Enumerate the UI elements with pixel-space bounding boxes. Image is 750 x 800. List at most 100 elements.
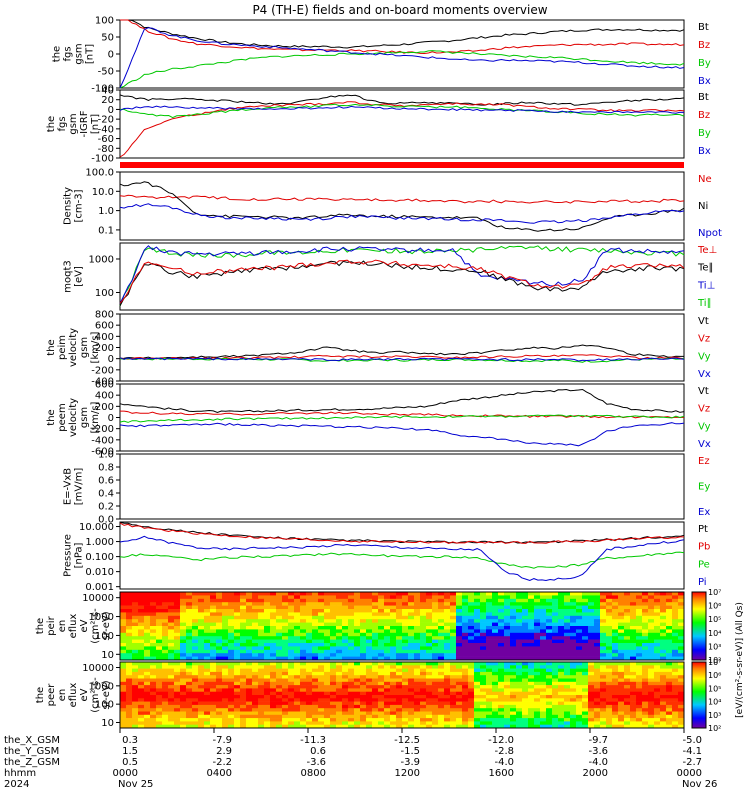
y-tick-label: 1.0 [98,450,114,461]
spectrogram-cell [570,595,577,600]
spectrogram-cell [336,602,343,606]
spectrogram-cell [456,668,463,673]
spectrogram-cell [666,626,673,630]
spectrogram-cell [288,646,295,651]
spectrogram-cell [306,622,313,627]
spectrogram-cell [288,653,295,657]
spectrogram-cell [498,636,505,640]
spectrogram-cell [630,609,637,613]
spectrogram-cell [438,665,445,669]
spectrogram-cell [222,602,229,606]
spectrogram-cell [528,688,535,692]
spectrogram-cell [132,653,139,657]
spectrogram-cell [126,602,133,606]
spectrogram-cell [180,685,187,689]
spectrogram-cell [534,688,541,692]
spectrogram-cell [612,688,619,692]
spectrogram-cell [426,708,433,712]
spectrogram-cell [420,681,427,686]
spectrogram-cell [624,605,631,610]
spectrogram-cell [390,678,397,683]
spectrogram-cell [234,636,241,640]
spectrogram-cell [516,612,523,617]
spectrogram-cell [408,629,415,634]
spectrogram-cell [654,632,661,637]
spectrogram-cell [132,718,139,722]
spectrogram-cell [546,708,553,712]
x-tick-label: 1.5 [122,746,138,757]
spectrogram-cell [198,649,205,654]
spectrogram-cell [198,698,205,702]
spectrogram-cell [408,626,415,630]
spectrogram-cell [336,708,343,712]
spectrogram-cell [138,629,145,634]
spectrogram-cell [480,653,487,657]
spectrogram-cell [132,698,139,702]
spectrogram-cell [624,649,631,654]
spectrogram-cell [138,595,145,600]
spectrogram-cell [570,718,577,722]
colorbar-tick-label: 10⁷ [708,588,721,597]
spectrogram-cell [222,662,229,666]
spectrogram-cell [552,695,559,699]
spectrogram-cell [474,691,481,696]
spectrogram-cell [432,656,439,661]
spectrogram-cell [204,704,211,709]
spectrogram-cell [522,675,529,679]
spectrogram-cell [558,701,565,706]
spectrogram-cell [258,701,265,706]
spectrogram-cell [492,695,499,699]
spectrogram-cell [180,622,187,627]
spectrogram-cell [660,612,667,617]
spectrogram-cell [678,695,685,699]
spectrogram-cell [132,668,139,673]
spectrogram-cell [450,695,457,699]
spectrogram-cell [174,592,181,596]
spectrogram-cell [444,626,451,630]
spectrogram-cell [288,602,295,606]
spectrogram-cell [594,704,601,709]
spectrogram-cell [492,615,499,620]
spectrogram-cell [174,632,181,637]
spectrogram-cell [444,678,451,683]
spectrogram-cell [678,688,685,692]
spectrogram-cell [324,701,331,706]
spectrogram-cell [198,626,205,630]
spectrogram-cell [642,622,649,627]
spectrogram-cell [420,711,427,716]
spectrogram-cell [462,629,469,634]
spectrogram-cell [588,721,595,725]
spectrogram-cell [252,626,259,630]
spectrogram-cell [594,649,601,654]
spectrogram-cell [666,714,673,719]
spectrogram-cell [276,678,283,683]
spectrogram-cell [378,656,385,661]
spectrogram-cell [264,688,271,692]
spectrogram-cell [510,612,517,617]
spectrogram-cell [396,632,403,637]
spectrogram-cell [144,649,151,654]
spectrogram-cell [486,678,493,683]
spectrogram-cell [666,718,673,722]
spectrogram-cell [534,598,541,603]
spectrogram-cell [648,639,655,644]
spectrogram-cell [318,708,325,712]
spectrogram-cell [426,718,433,722]
spectrogram-cell [534,678,541,683]
spectrogram-cell [660,678,667,683]
spectrogram-cell [432,724,439,729]
spectrogram-cell [588,653,595,657]
spectrogram-cell [582,636,589,640]
spectrogram-cell [336,632,343,637]
spectrogram-cell [210,688,217,692]
spectrogram-cell [636,643,643,647]
spectrogram-cell [216,598,223,603]
spectrogram-cell [468,698,475,702]
spectrogram-cell [174,598,181,603]
spectrogram-cell [558,636,565,640]
spectrogram-cell [516,691,523,696]
spectrogram-cell [138,665,145,669]
y-tick-label: 0.8 [98,463,114,474]
spectrogram-cell [324,688,331,692]
